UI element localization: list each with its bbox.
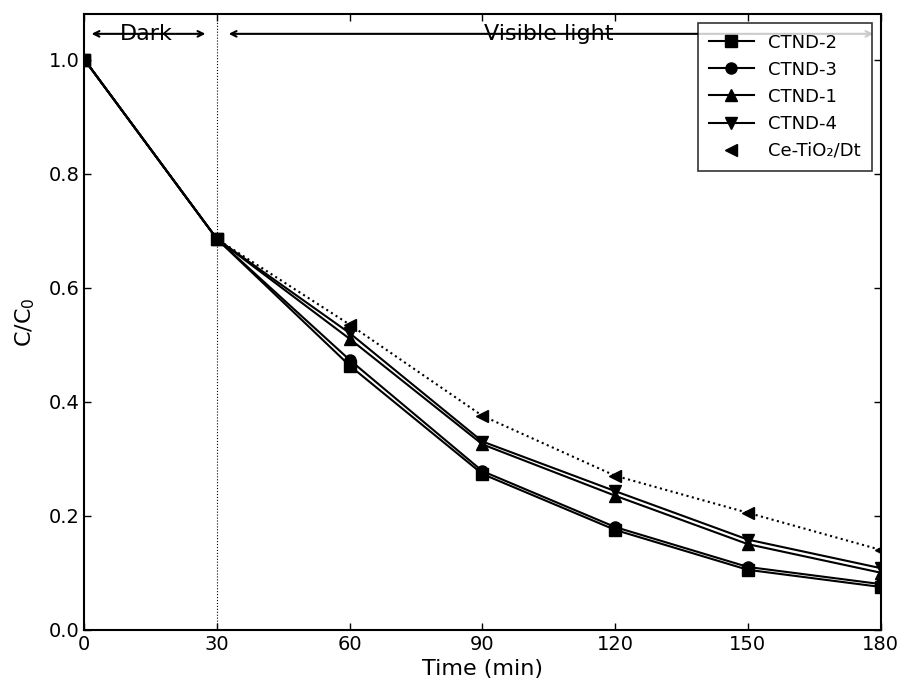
CTND-2 bbox=[344, 362, 355, 370]
CTND-1 bbox=[79, 55, 89, 64]
Line: CTND-2: CTND-2 bbox=[79, 54, 887, 593]
CTND-4 bbox=[344, 329, 355, 337]
CTND-1 bbox=[212, 235, 223, 243]
Legend: CTND-2, CTND-3, CTND-1, CTND-4, Ce-TiO₂/Dt: CTND-2, CTND-3, CTND-1, CTND-4, Ce-TiO₂/… bbox=[698, 23, 872, 170]
Ce-TiO₂/Dt bbox=[610, 471, 621, 480]
Text: Dark: Dark bbox=[120, 24, 173, 44]
Ce-TiO₂/Dt bbox=[79, 55, 89, 64]
CTND-3 bbox=[610, 523, 621, 532]
CTND-2 bbox=[610, 526, 621, 534]
CTND-2 bbox=[79, 55, 89, 64]
CTND-1 bbox=[610, 491, 621, 500]
CTND-4 bbox=[477, 437, 488, 446]
Ce-TiO₂/Dt bbox=[742, 509, 753, 517]
CTND-2 bbox=[876, 583, 887, 591]
X-axis label: Time (min): Time (min) bbox=[422, 659, 543, 679]
Line: CTND-4: CTND-4 bbox=[79, 54, 887, 574]
CTND-3 bbox=[477, 467, 488, 475]
Line: CTND-1: CTND-1 bbox=[79, 54, 887, 578]
Line: CTND-3: CTND-3 bbox=[79, 54, 887, 590]
CTND-4 bbox=[212, 235, 223, 243]
CTND-1 bbox=[344, 335, 355, 343]
CTND-3 bbox=[344, 356, 355, 364]
CTND-4 bbox=[610, 487, 621, 495]
CTND-3 bbox=[742, 563, 753, 571]
CTND-4 bbox=[876, 564, 887, 572]
CTND-2 bbox=[742, 565, 753, 574]
Ce-TiO₂/Dt bbox=[477, 412, 488, 420]
Ce-TiO₂/Dt bbox=[344, 320, 355, 328]
CTND-2 bbox=[212, 235, 223, 243]
CTND-3 bbox=[79, 55, 89, 64]
Line: Ce-TiO₂/Dt: Ce-TiO₂/Dt bbox=[79, 54, 887, 555]
CTND-3 bbox=[212, 235, 223, 243]
CTND-1 bbox=[876, 568, 887, 577]
CTND-1 bbox=[477, 440, 488, 448]
CTND-1 bbox=[742, 540, 753, 548]
Ce-TiO₂/Dt bbox=[212, 235, 223, 243]
CTND-4 bbox=[79, 55, 89, 64]
Text: Visible light: Visible light bbox=[484, 24, 614, 44]
CTND-3 bbox=[876, 580, 887, 588]
Ce-TiO₂/Dt bbox=[876, 545, 887, 554]
CTND-2 bbox=[477, 470, 488, 478]
CTND-4 bbox=[742, 536, 753, 544]
Y-axis label: C/C$_0$: C/C$_0$ bbox=[14, 297, 37, 346]
